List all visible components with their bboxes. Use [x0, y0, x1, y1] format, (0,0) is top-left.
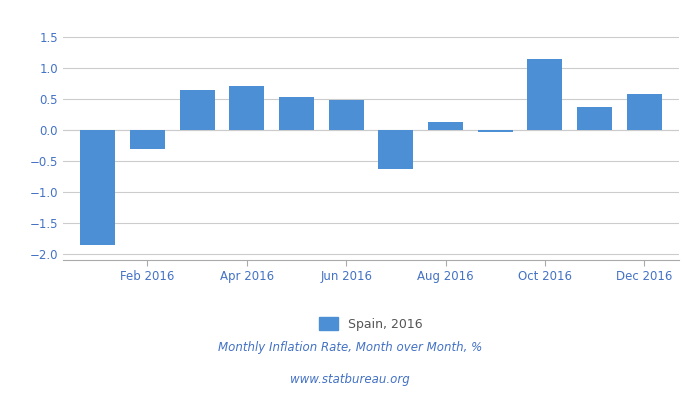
Bar: [428, 122, 463, 130]
Bar: [80, 130, 116, 244]
Bar: [130, 130, 164, 149]
Bar: [578, 107, 612, 130]
Text: Monthly Inflation Rate, Month over Month, %: Monthly Inflation Rate, Month over Month…: [218, 342, 482, 354]
Bar: [279, 97, 314, 130]
Bar: [379, 130, 413, 169]
Bar: [626, 94, 662, 130]
Bar: [528, 59, 562, 130]
Text: www.statbureau.org: www.statbureau.org: [290, 374, 410, 386]
Bar: [329, 100, 363, 130]
Bar: [180, 90, 214, 130]
Bar: [230, 86, 264, 130]
Bar: [478, 130, 512, 132]
Legend: Spain, 2016: Spain, 2016: [319, 317, 423, 331]
